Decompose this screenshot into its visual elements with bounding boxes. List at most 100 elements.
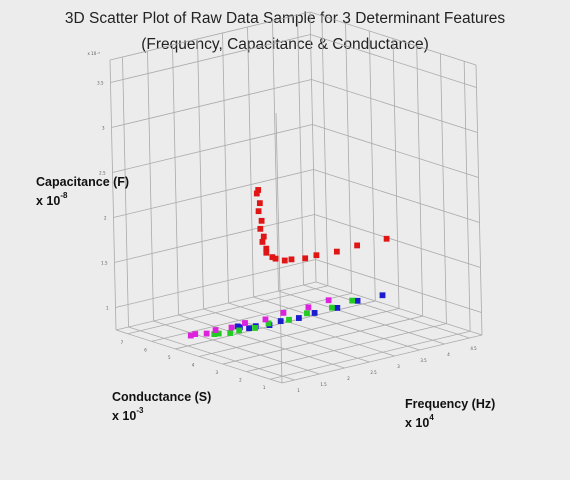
wall-grid-line — [440, 53, 447, 324]
data-point-series-2 — [311, 310, 318, 316]
data-point-series-2 — [379, 292, 386, 299]
y-tick-label: 2 — [239, 378, 242, 383]
data-point-series-1 — [260, 233, 267, 240]
floor-grid-line — [175, 300, 376, 350]
data-point-series-1 — [257, 225, 264, 232]
wall-grid-line — [222, 32, 229, 304]
wall-grid-line — [197, 38, 204, 310]
wall-grid-line — [315, 259, 482, 313]
x-tick-label: 3.5 — [420, 358, 427, 363]
floor-grid-line — [127, 285, 328, 335]
z-axis-label: Capacitance (F) x 10-8 — [36, 174, 129, 209]
tick-labels: 1 1.5 2 2.5 3 3.5 4 4.5 1 2 3 4 5 6 7 1 1.5 2 2.5 3 3.5 x 10⁻… — [88, 51, 478, 393]
wall-grid-line — [112, 124, 313, 173]
data-point-series-4 — [262, 316, 269, 323]
y-tick-label: 7 — [121, 340, 124, 345]
data-point-series-2 — [334, 305, 341, 311]
z-exponent-note: x 10⁻⁸ — [88, 51, 101, 56]
box-edge — [275, 112, 283, 384]
z-tick-label: 1.5 — [101, 261, 108, 266]
data-point-series-4 — [192, 331, 199, 337]
x-tick-label: 2.5 — [370, 370, 377, 375]
data-point-series-1 — [354, 242, 361, 249]
chart-subtitle: (Frequency, Capacitance & Conductance) — [141, 36, 429, 53]
data-point-series-3 — [215, 330, 222, 337]
y-axis-exponent: -3 — [136, 406, 144, 415]
wall-grid-line — [313, 169, 480, 223]
z-axis-multiplier: x 10 — [36, 194, 61, 209]
x-axis-name: Frequency (Hz) — [405, 397, 496, 411]
data-point-series-3 — [265, 320, 272, 327]
floor-grid-line — [151, 292, 352, 342]
wall-grid-line — [321, 15, 329, 286]
wall-grid-line — [314, 214, 481, 268]
data-point-series-1 — [253, 190, 260, 197]
data-point-series-1 — [258, 217, 265, 224]
z-tick-label: 2.5 — [99, 171, 106, 176]
y-axis-label: Conductance (S) x 10-3 — [112, 389, 211, 424]
x-axis-label: Frequency (Hz) x 104 — [405, 396, 495, 431]
wall-grid-line — [416, 46, 424, 317]
data-point-series-3 — [252, 325, 258, 331]
wall-grid-line — [345, 23, 352, 294]
data-point-series-4 — [305, 304, 312, 311]
data-point-series-1 — [259, 239, 266, 245]
wall-grid-line — [463, 61, 471, 332]
data-points — [187, 187, 390, 339]
data-point-series-3 — [304, 310, 310, 317]
data-point-series-1 — [333, 248, 340, 255]
z-axis-exponent: -8 — [60, 191, 68, 200]
wall-grid-line — [311, 79, 478, 133]
z-tick-label: 3 — [102, 126, 105, 131]
data-point-series-3 — [349, 297, 356, 304]
box-edge — [309, 11, 477, 66]
box-edge — [475, 64, 483, 336]
x-tick-label: 4.5 — [470, 346, 477, 351]
y-axis-name: Conductance (S) — [112, 390, 212, 404]
data-point-series-4 — [212, 327, 219, 333]
x-tick-label: 4 — [447, 352, 450, 357]
box-edge — [115, 329, 283, 384]
box-edge — [109, 59, 117, 331]
data-point-series-1 — [383, 235, 390, 242]
y-tick-label: 1 — [263, 385, 266, 390]
wall-grid-line — [392, 38, 400, 309]
x-tick-label: 1.5 — [320, 382, 327, 387]
z-axis-name: Capacitance (F) — [36, 175, 130, 189]
wall-grid-line — [115, 259, 316, 308]
data-point-series-3 — [236, 327, 243, 334]
wall-grid-line — [272, 20, 279, 292]
data-point-series-1 — [288, 256, 295, 263]
y-tick-label: 3 — [215, 370, 218, 375]
wall-grid-line — [172, 44, 179, 316]
data-point-series-2 — [277, 318, 284, 324]
box-edge — [281, 334, 483, 384]
data-point-series-4 — [242, 320, 248, 326]
data-point-series-3 — [286, 316, 292, 323]
data-point-series-1 — [255, 208, 262, 215]
data-point-series-1 — [256, 200, 263, 207]
data-point-series-1 — [302, 255, 309, 262]
data-point-series-4 — [280, 309, 287, 316]
data-point-series-2 — [246, 325, 252, 332]
data-point-series-1 — [263, 249, 270, 256]
wall-grid-line — [113, 169, 314, 218]
floor-grid-line — [198, 308, 400, 357]
floor-grid-line — [246, 323, 447, 373]
z-tick-label: 1 — [106, 306, 109, 311]
y-tick-label: 5 — [168, 355, 171, 360]
wall-grid-line — [147, 50, 154, 322]
y-tick-label: 4 — [192, 363, 195, 368]
data-point-series-1 — [281, 257, 288, 264]
wall-grid-line — [312, 124, 479, 178]
data-point-series-2 — [295, 315, 302, 321]
chart-title: 3D Scatter Plot of Raw Data Sample for 3… — [64, 10, 506, 27]
box-edge — [315, 281, 483, 336]
z-tick-label: 2 — [104, 216, 107, 221]
z-tick-label: 3.5 — [97, 81, 104, 86]
wall-grid-line — [368, 30, 376, 301]
wall-grid-line — [111, 79, 312, 128]
box-edge — [109, 11, 311, 61]
data-point-series-3 — [227, 330, 234, 336]
x-tick-label: 3 — [397, 364, 400, 369]
